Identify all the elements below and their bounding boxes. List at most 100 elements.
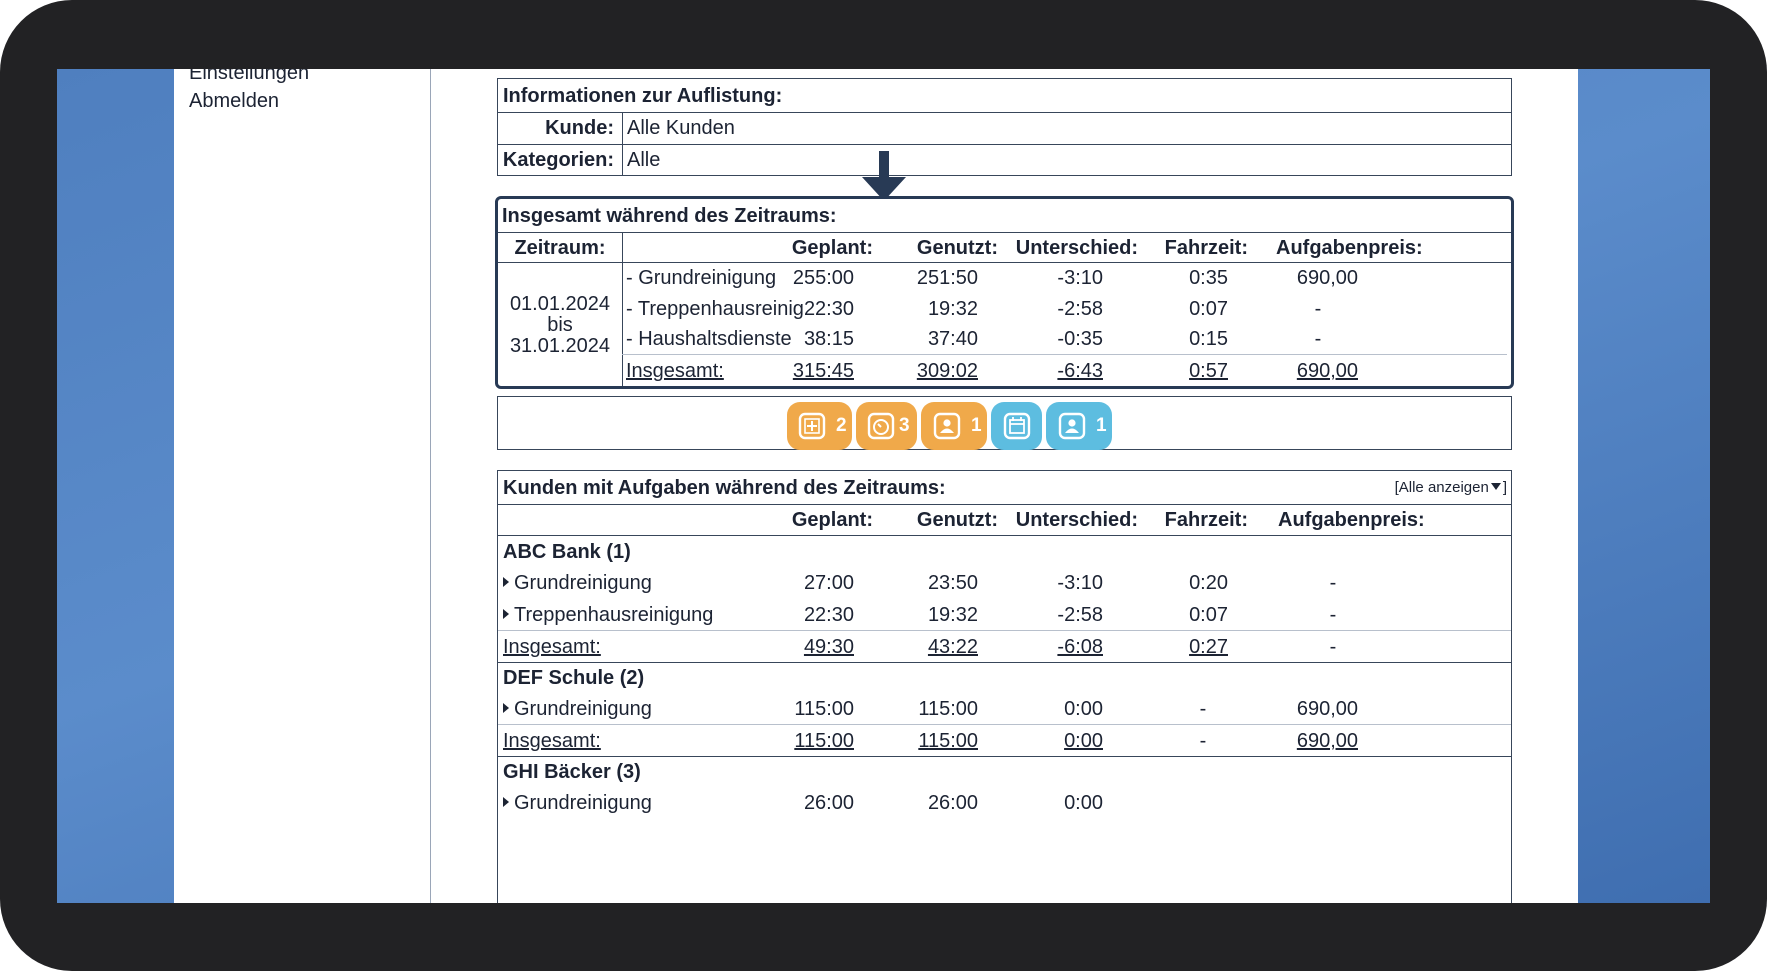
- person-icon: [933, 412, 961, 440]
- nav-logout-link[interactable]: Abmelden: [189, 90, 280, 112]
- summary-row-name: - Grundreinigung: [626, 267, 777, 289]
- summary-total-used[interactable]: 309:02: [916, 360, 978, 382]
- group-total-label[interactable]: Insgesamt:: [503, 636, 601, 658]
- task-name: Grundreinigung: [514, 698, 652, 720]
- task-planned: 27:00: [803, 572, 854, 594]
- badge-count: 1: [971, 415, 982, 436]
- badge-time-entries[interactable]: 3: [856, 402, 917, 450]
- task-used: 19:32: [927, 604, 978, 626]
- badge-calendar[interactable]: [991, 402, 1042, 450]
- task-used: 26:00: [927, 792, 978, 814]
- badge-employees[interactable]: 1: [921, 402, 987, 450]
- header-period: Zeitraum:: [514, 237, 606, 259]
- task-diff: -3:10: [1057, 572, 1103, 594]
- summary-row-diff: -3:10: [1057, 267, 1103, 289]
- categories-value: Alle: [627, 149, 661, 171]
- group-total-used[interactable]: 115:00: [918, 730, 978, 752]
- left-navigation: Einstellungen Abmelden: [174, 69, 431, 903]
- page: Einstellungen Abmelden Informationen zur…: [174, 69, 1578, 903]
- header-travel-time: Fahrzeit:: [1164, 237, 1248, 259]
- task-row-toggle[interactable]: Grundreinigung: [503, 572, 652, 595]
- header-difference: Unterschied:: [1015, 237, 1138, 259]
- summary-row-price: -: [1314, 298, 1322, 320]
- caret-right-icon: [503, 608, 509, 619]
- task-used: 115:00: [918, 698, 978, 720]
- summary-row-diff: -0:35: [1057, 328, 1103, 350]
- header-used: Genutzt:: [916, 509, 998, 531]
- summary-row-name: - Treppenhausreinig: [626, 298, 804, 320]
- header-travel-time: Fahrzeit:: [1164, 509, 1248, 531]
- header-difference: Unterschied:: [1015, 509, 1138, 531]
- categories-label: Kategorien:: [502, 149, 614, 171]
- customer-group-name: DEF Schule (2): [503, 667, 645, 689]
- task-diff: 0:00: [1064, 792, 1103, 814]
- task-row-toggle[interactable]: Grundreinigung: [503, 792, 652, 815]
- summary-row-travel: 0:15: [1189, 328, 1228, 350]
- task-name: Grundreinigung: [514, 792, 652, 814]
- listing-info-box: Informationen zur Auflistung: Kunde: All…: [497, 78, 1512, 176]
- customer-value: Alle Kunden: [627, 117, 735, 139]
- browser-viewport: Einstellungen Abmelden Informationen zur…: [57, 69, 1710, 903]
- task-diff: 0:00: [1064, 698, 1103, 720]
- badge-count: 1: [1096, 415, 1107, 436]
- group-total-planned[interactable]: 49:30: [803, 636, 854, 658]
- caret-down-icon: [1490, 483, 1501, 490]
- period-summary-title: Insgesamt während des Zeitraums:: [502, 205, 837, 227]
- group-total-diff[interactable]: -6:08: [1057, 636, 1103, 658]
- summary-row-travel: 0:35: [1189, 267, 1228, 289]
- customers-title: Kunden mit Aufgaben während des Zeitraum…: [503, 477, 946, 499]
- summary-row-diff: -2:58: [1057, 298, 1103, 320]
- period-to: 31.01.2024: [509, 335, 611, 357]
- group-total-travel[interactable]: 0:27: [1189, 636, 1228, 658]
- arrow-down-icon: [862, 151, 906, 201]
- header-planned: Geplant:: [791, 237, 873, 259]
- summary-total-planned[interactable]: 315:45: [792, 360, 854, 382]
- nav-settings-link[interactable]: Einstellungen: [189, 69, 310, 84]
- status-badges-box: 2 3 1: [497, 396, 1512, 450]
- summary-row-price: -: [1314, 328, 1322, 350]
- group-total-used[interactable]: 43:22: [927, 636, 978, 658]
- task-travel: -: [1199, 698, 1207, 720]
- calendar-icon: [1003, 412, 1031, 440]
- show-all-toggle[interactable]: [Alle anzeigen]: [1395, 479, 1507, 496]
- show-all-label: [Alle anzeigen: [1394, 479, 1489, 496]
- badge-customers[interactable]: 1: [1046, 402, 1112, 450]
- task-price: -: [1329, 572, 1337, 594]
- period-from: 01.01.2024: [509, 293, 611, 315]
- customer-group-name: ABC Bank (1): [503, 541, 631, 563]
- summary-total-diff[interactable]: -6:43: [1057, 360, 1103, 382]
- show-all-close: ]: [1502, 479, 1507, 496]
- summary-row-used: 37:40: [927, 328, 978, 350]
- summary-total-travel[interactable]: 0:57: [1189, 360, 1228, 382]
- header-task-price: Aufgabenpreis:: [1276, 237, 1423, 259]
- caret-right-icon: [503, 576, 509, 587]
- summary-row-planned: 22:30: [803, 298, 854, 320]
- task-name: Treppenhausreinigung: [514, 604, 714, 626]
- badge-count: 3: [899, 415, 910, 436]
- task-used: 23:50: [927, 572, 978, 594]
- group-total-price[interactable]: 690,00: [1296, 730, 1358, 752]
- group-total-label[interactable]: Insgesamt:: [503, 730, 601, 752]
- summary-total-label[interactable]: Insgesamt:: [626, 360, 724, 382]
- add-task-icon: [798, 412, 826, 440]
- task-row-toggle[interactable]: Treppenhausreinigung: [503, 604, 713, 627]
- group-total-planned[interactable]: 115:00: [794, 730, 854, 752]
- task-planned: 115:00: [794, 698, 854, 720]
- task-travel: 0:07: [1189, 604, 1228, 626]
- task-planned: 22:30: [803, 604, 854, 626]
- period-bis: bis: [547, 314, 573, 336]
- task-row-toggle[interactable]: Grundreinigung: [503, 698, 652, 721]
- task-planned: 26:00: [803, 792, 854, 814]
- customer-label: Kunde:: [545, 117, 614, 139]
- group-total-diff[interactable]: 0:00: [1064, 730, 1103, 752]
- person-icon: [1058, 412, 1086, 440]
- customer-group-name: GHI Bäcker (3): [503, 761, 641, 783]
- task-diff: -2:58: [1057, 604, 1103, 626]
- badge-new-tasks[interactable]: 2: [787, 402, 852, 450]
- task-price: 690,00: [1296, 698, 1358, 720]
- summary-row-used: 251:50: [916, 267, 978, 289]
- summary-row-travel: 0:07: [1189, 298, 1228, 320]
- summary-total-price[interactable]: 690,00: [1296, 360, 1358, 382]
- summary-row-price: 690,00: [1296, 267, 1358, 289]
